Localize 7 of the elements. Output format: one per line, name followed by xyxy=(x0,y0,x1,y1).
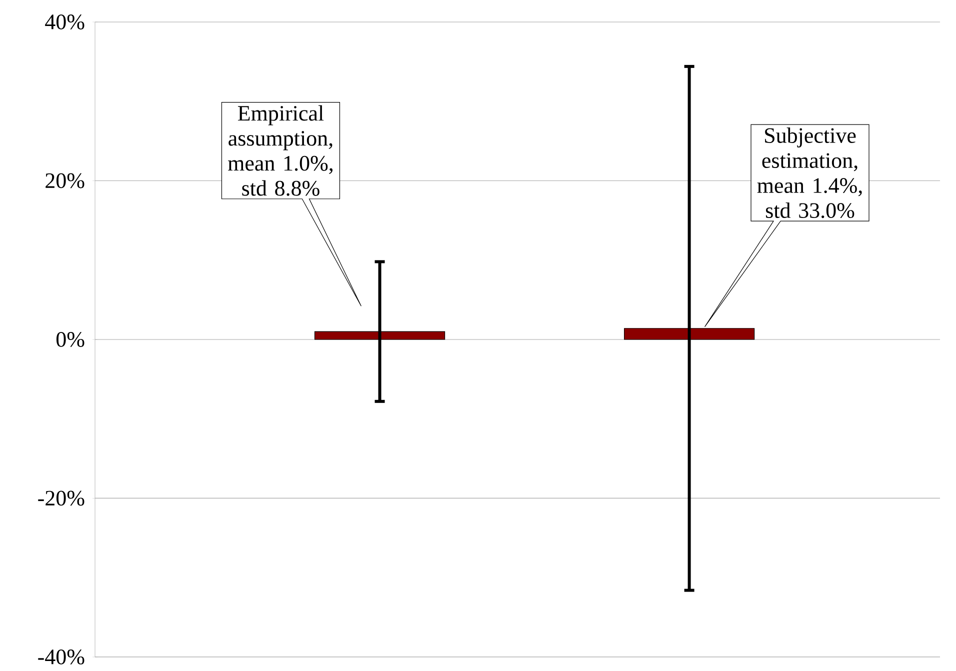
y-tick-label: 0% xyxy=(56,332,84,347)
y-tick-label: -40% xyxy=(38,650,84,664)
annotation: Empirical assumption, mean 1.0%, std 8.8% xyxy=(228,105,332,196)
y-tick-label: -20% xyxy=(38,490,84,506)
y-tick-label: 20% xyxy=(46,173,84,188)
y-tick-label: 40% xyxy=(45,14,84,30)
annotation: Subjective estimation, mean 1.4%, std 33.0% xyxy=(757,128,862,218)
